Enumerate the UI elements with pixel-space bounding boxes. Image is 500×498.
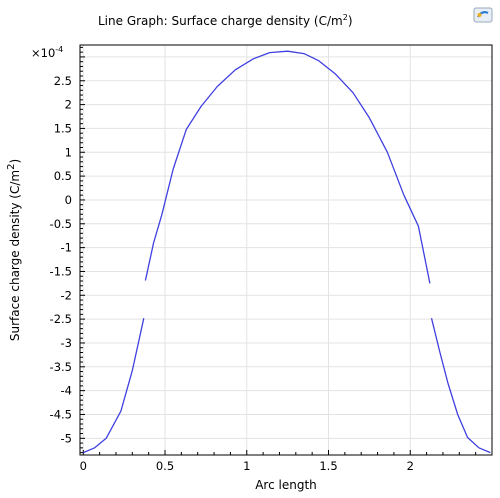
x-tick-label: 1.5 xyxy=(319,459,337,473)
x-tick-label: 0.5 xyxy=(156,459,174,473)
series-line xyxy=(144,50,431,284)
x-tick-label: 1 xyxy=(243,459,250,473)
y-tick-label: 0.5 xyxy=(54,169,72,183)
y-tick-label: 1.5 xyxy=(54,121,72,135)
y-tick-label: -2.5 xyxy=(50,312,72,326)
plot-area-frame xyxy=(79,44,493,456)
y-tick-label: -3 xyxy=(61,336,72,350)
y-axis-multiplier: ×10-4 xyxy=(31,45,64,60)
grid xyxy=(80,45,493,455)
app-logo-icon xyxy=(473,7,493,23)
y-tick-label: -4 xyxy=(61,384,72,398)
y-tick-label: -3.5 xyxy=(50,360,72,374)
series-lines xyxy=(83,50,491,454)
y-tick-label: -5 xyxy=(61,431,72,445)
ticks: 0 0.5 1 1.5 2 2.5 2 1.5 1 0.5 0 -0.5 -1 -1.5 -2 -2.5 -3 -… xyxy=(50,46,493,473)
chart-title: Line Graph: Surface charge density (C/m2… xyxy=(98,13,353,28)
x-tick-label: 0 xyxy=(80,459,87,473)
y-tick-label: -1.5 xyxy=(50,264,72,278)
series-line xyxy=(430,318,491,454)
y-axis-label: Surface charge density (C/m2) xyxy=(6,158,22,342)
y-tick-label: 2 xyxy=(65,98,72,112)
y-tick-label: -0.5 xyxy=(50,217,72,231)
x-axis-label: Arc length xyxy=(255,478,317,492)
x-tick-label: 2 xyxy=(407,459,414,473)
y-tick-label: -4.5 xyxy=(50,407,72,421)
y-tick-label: 0 xyxy=(65,193,72,207)
y-tick-label: -2 xyxy=(61,288,72,302)
y-tick-label: -1 xyxy=(61,241,72,255)
y-tick-label: 2.5 xyxy=(54,74,72,88)
series-line xyxy=(83,318,145,454)
y-tick-label: 1 xyxy=(65,145,72,159)
